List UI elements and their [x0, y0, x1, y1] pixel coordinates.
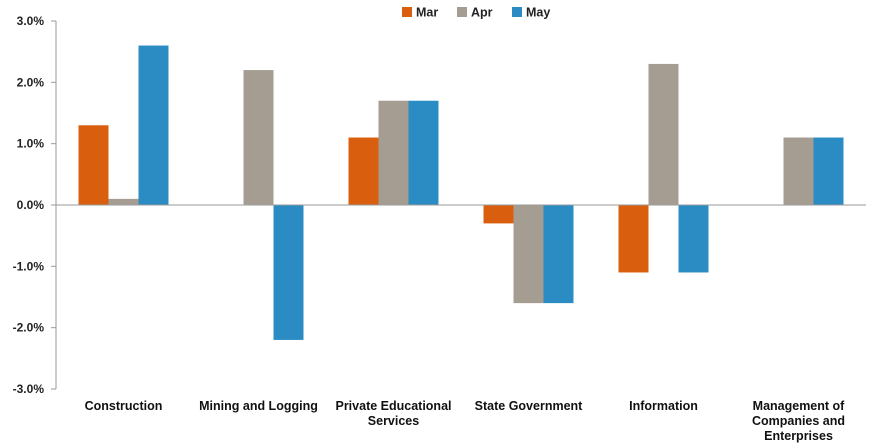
bar-may [813, 137, 844, 205]
y-tick-label: 0.0% [17, 198, 45, 212]
bar-apr [108, 198, 139, 205]
bar-may [138, 45, 169, 206]
bar-apr [243, 70, 274, 205]
legend-swatch-may [512, 7, 522, 17]
bar-mar [348, 137, 379, 205]
y-tick-label: -3.0% [13, 382, 45, 396]
x-category-label: Construction [85, 399, 163, 413]
legend-swatch-mar [402, 7, 412, 17]
y-tick-label: -2.0% [13, 321, 45, 335]
x-category-label: Management of Companies and Enterprises [752, 399, 845, 443]
y-tick-label: -1.0% [13, 259, 45, 273]
bar-mar [78, 125, 109, 205]
y-tick-label: 2.0% [17, 75, 45, 89]
x-category-label: State Government [475, 399, 584, 413]
y-tick-label: 1.0% [17, 137, 45, 151]
bar-may [543, 205, 574, 304]
legend-label-mar: Mar [416, 6, 438, 20]
bars [78, 45, 844, 340]
bar-may [408, 100, 439, 205]
bar-may [273, 205, 304, 340]
legend-swatch-apr [457, 7, 467, 17]
x-category-label: Information [629, 399, 698, 413]
bar-mar [618, 205, 649, 273]
legend-label-apr: Apr [471, 6, 493, 20]
legend: Mar Apr May [402, 6, 550, 20]
x-category-label: Private Educational Services [335, 399, 451, 428]
legend-label-may: May [526, 6, 550, 20]
bar-may [678, 205, 709, 273]
x-axis: Construction Mining and Logging Private Ed… [56, 204, 866, 443]
bar-apr [648, 63, 679, 205]
x-category-label: Mining and Logging [199, 399, 318, 413]
y-tick-label: 3.0% [17, 14, 45, 28]
bar-apr [378, 100, 409, 205]
bar-apr [513, 205, 544, 304]
y-axis: 3.0% 2.0% 1.0% 0.0% -1.0% -2.0% -3.0% [13, 14, 57, 396]
bar-mar [483, 205, 514, 224]
bar-apr [783, 137, 814, 205]
